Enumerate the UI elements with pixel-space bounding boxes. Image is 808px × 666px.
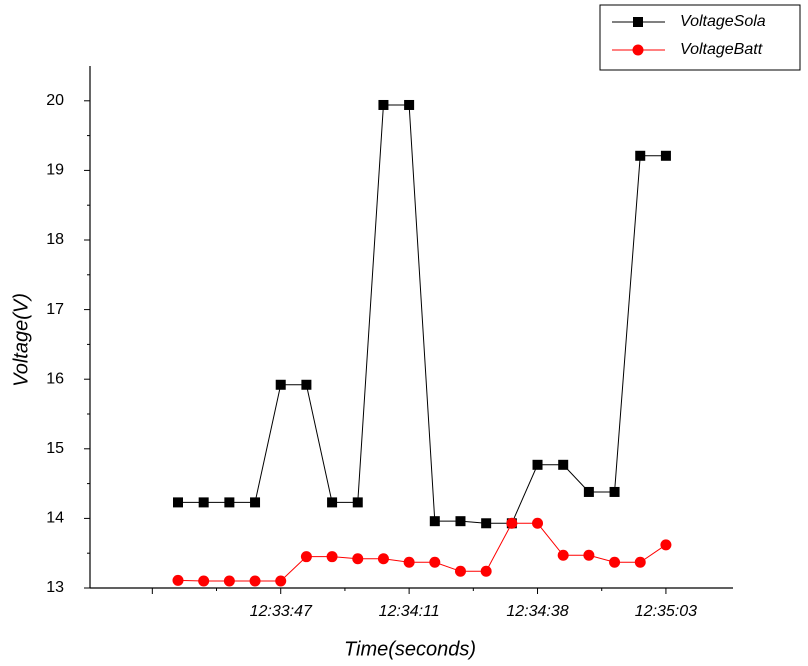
marker [455, 516, 466, 527]
marker [558, 459, 569, 470]
y-tick-label: 18 [46, 231, 64, 248]
x-tick-label: 12:34:11 [379, 603, 440, 620]
y-axis-label: Voltage(V) [10, 293, 32, 387]
series-line [178, 104, 666, 524]
marker [173, 497, 183, 508]
marker [352, 553, 364, 565]
y-tick-label: 17 [46, 301, 64, 318]
marker [198, 575, 210, 587]
marker [352, 497, 363, 508]
marker [300, 551, 312, 563]
marker [660, 539, 672, 551]
marker [480, 565, 492, 577]
marker [635, 150, 646, 161]
marker [633, 17, 643, 27]
marker [404, 99, 415, 110]
marker [454, 565, 466, 577]
marker [224, 497, 235, 508]
marker [583, 486, 594, 497]
legend-box [599, 4, 801, 71]
legend-label: VoltageSola [680, 13, 766, 30]
marker [275, 575, 287, 587]
marker [327, 497, 338, 508]
marker [301, 379, 312, 390]
x-tick-label: 12:34:38 [506, 603, 568, 620]
marker [429, 516, 440, 527]
marker [275, 379, 286, 390]
y-tick-label: 13 [46, 579, 64, 596]
marker [506, 517, 518, 529]
marker [557, 549, 569, 561]
y-tick-label: 14 [46, 510, 64, 527]
y-tick-label: 16 [46, 370, 64, 387]
marker [632, 44, 644, 56]
marker [609, 486, 620, 497]
y-tick-label: 19 [46, 162, 64, 179]
marker [249, 575, 261, 587]
marker [583, 549, 595, 561]
marker [378, 99, 389, 110]
marker [403, 556, 415, 568]
x-tick-label: 12:35:03 [635, 603, 697, 620]
marker [609, 556, 621, 568]
x-tick-label: 12:33:47 [250, 603, 313, 620]
x-axis-label: Time(seconds) [344, 638, 476, 660]
marker [250, 497, 261, 508]
marker [326, 551, 338, 563]
marker [634, 556, 646, 568]
y-tick-label: 15 [46, 440, 64, 457]
marker [660, 150, 671, 161]
marker [532, 459, 543, 470]
marker [223, 575, 235, 587]
legend-label: VoltageBatt [680, 41, 763, 58]
marker [198, 497, 209, 508]
marker [172, 574, 184, 586]
y-tick-label: 20 [46, 92, 64, 109]
marker [377, 553, 389, 565]
marker [429, 556, 441, 568]
marker [532, 517, 544, 529]
marker [481, 518, 492, 529]
